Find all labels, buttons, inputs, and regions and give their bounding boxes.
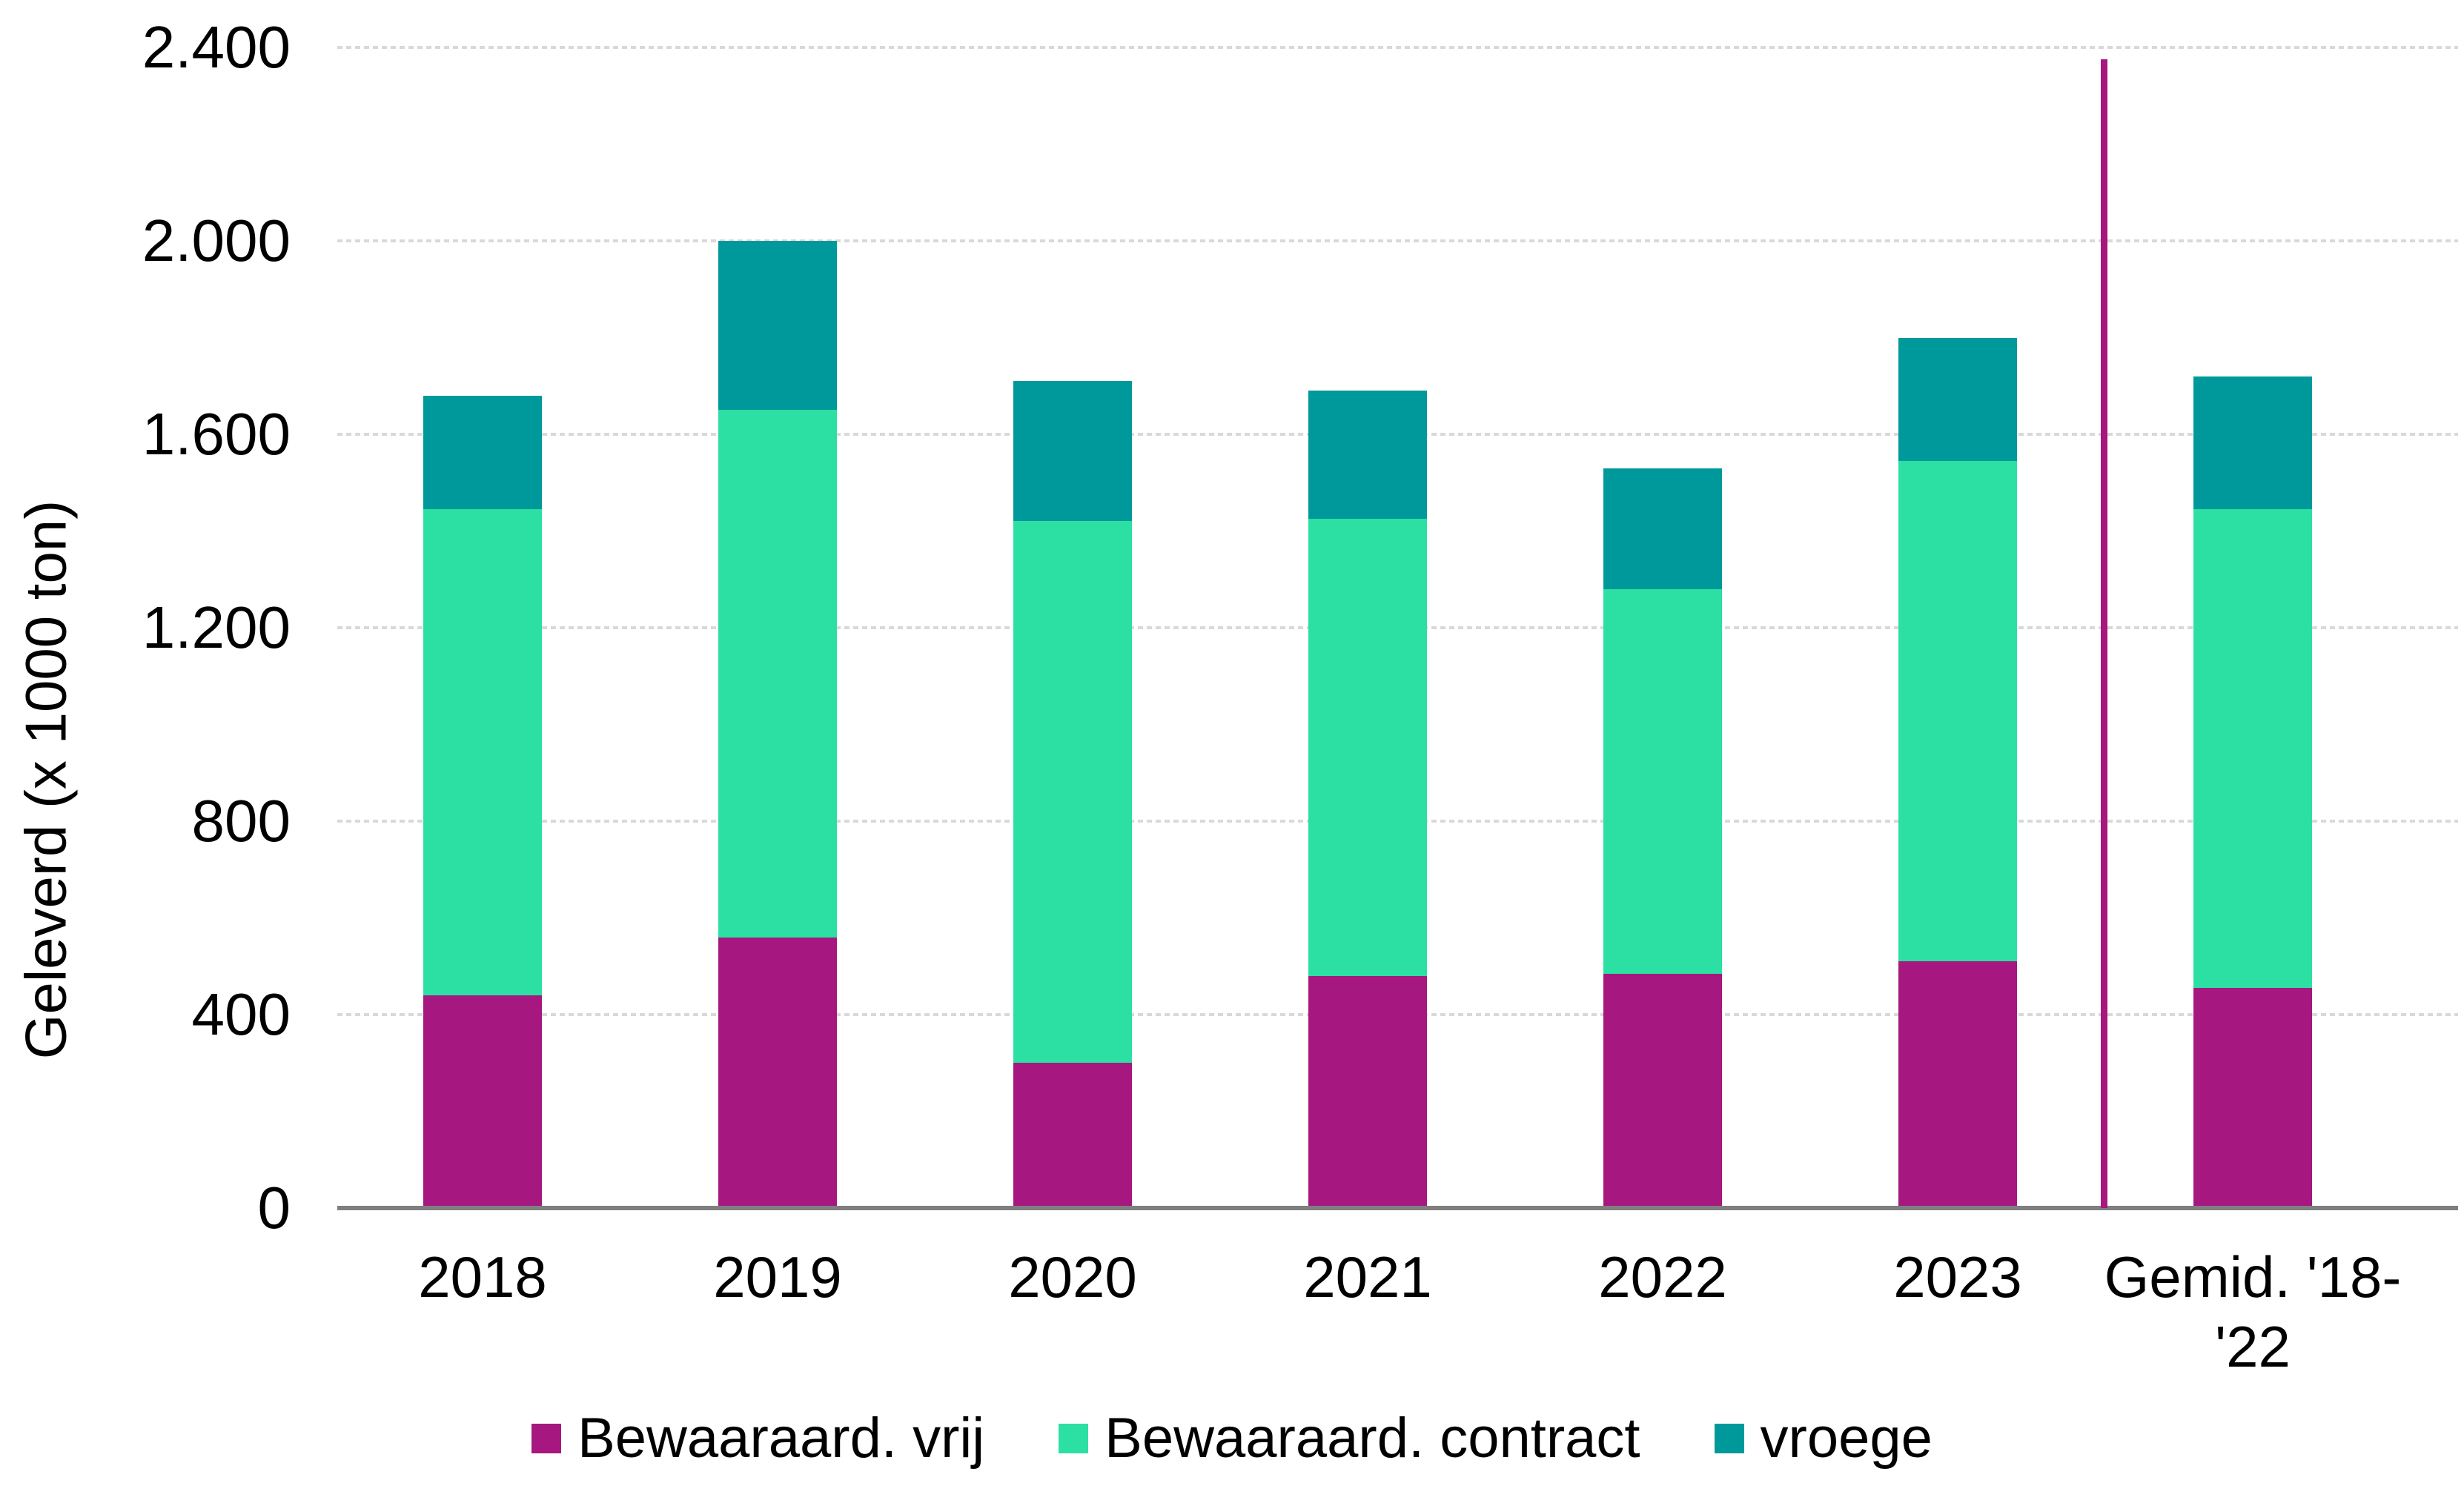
legend-item-vroege: vroege (1714, 1405, 1933, 1472)
bar-2020-segment-bewaaraard-vrij (1013, 1063, 1132, 1208)
legend-marker-icon (1059, 1424, 1089, 1453)
bar-2022-segment-bewaaraard-vrij (1603, 974, 1722, 1208)
bar-2018-segment-vroege (423, 396, 542, 509)
y-tick-label-800: 800 (191, 788, 291, 854)
average-separator-line (2101, 59, 2107, 1208)
bar-2021-segment-bewaaraard-vrij (1308, 976, 1427, 1208)
legend-marker-icon (1714, 1424, 1744, 1453)
x-label-5: 2023 (1893, 1244, 2022, 1310)
bar-2022-segment-vroege (1603, 468, 1722, 589)
gridline-2000 (337, 239, 2458, 242)
legend-item-bewaaraard-vrij: Bewaaraard. vrij (531, 1405, 984, 1472)
y-tick-label-1600: 1.600 (142, 401, 291, 467)
x-label-4: 2022 (1598, 1244, 1727, 1310)
bar-2023-segment-vroege (1898, 338, 2017, 461)
bar-2019-segment-vroege (718, 241, 837, 410)
legend: Bewaaraard. vrij Bewaaraard. contract vroe… (0, 1405, 2464, 1472)
y-tick-label-400: 400 (191, 981, 291, 1047)
bar-2020-segment-bewaaraard-contract (1013, 521, 1132, 1063)
gridline-2400 (337, 46, 2458, 49)
x-label-1: 2019 (713, 1244, 842, 1310)
bar-2023-segment-bewaaraard-vrij (1898, 961, 2017, 1208)
bar-2020-segment-vroege (1013, 381, 1132, 521)
legend-label: vroege (1760, 1407, 1933, 1470)
y-tick-label-0: 0 (257, 1175, 291, 1241)
legend-label: Bewaaraard. contract (1105, 1407, 1640, 1470)
bar-Gemid18-segment-bewaaraard-contract (2193, 509, 2312, 988)
y-tick-label-2400: 2.400 (142, 14, 291, 80)
legend-marker-icon (531, 1424, 562, 1453)
bar-2019-segment-bewaaraard-vrij (718, 938, 837, 1208)
x-label-3: 2021 (1303, 1244, 1432, 1310)
y-tick-label-2000: 2.000 (142, 208, 291, 273)
y-axis-title: Geleverd (x 1000 ton) (13, 500, 79, 1060)
bar-2019-segment-bewaaraard-contract (718, 410, 837, 938)
x-label-0: 2018 (418, 1244, 547, 1310)
bar-2023-segment-bewaaraard-contract (1898, 461, 2017, 961)
legend-label: Bewaaraard. vrij (577, 1407, 985, 1470)
bar-2018-segment-bewaaraard-vrij (423, 995, 542, 1208)
bar-2021-segment-bewaaraard-contract (1308, 519, 1427, 976)
x-label-6: Gemid. '18- '22 (2104, 1244, 2402, 1379)
bar-2018-segment-bewaaraard-contract (423, 509, 542, 995)
bar-Gemid18-segment-vroege (2193, 376, 2312, 509)
y-tick-label-1200: 1.200 (142, 594, 291, 660)
legend-item-bewaaraard-contract: Bewaaraard. contract (1059, 1405, 1640, 1472)
bar-2022-segment-bewaaraard-contract (1603, 589, 1722, 974)
bar-Gemid18-segment-bewaaraard-vrij (2193, 988, 2312, 1208)
x-label-2: 2020 (1008, 1244, 1137, 1310)
x-axis-line (337, 1206, 2458, 1210)
bar-2021-segment-vroege (1308, 391, 1427, 519)
